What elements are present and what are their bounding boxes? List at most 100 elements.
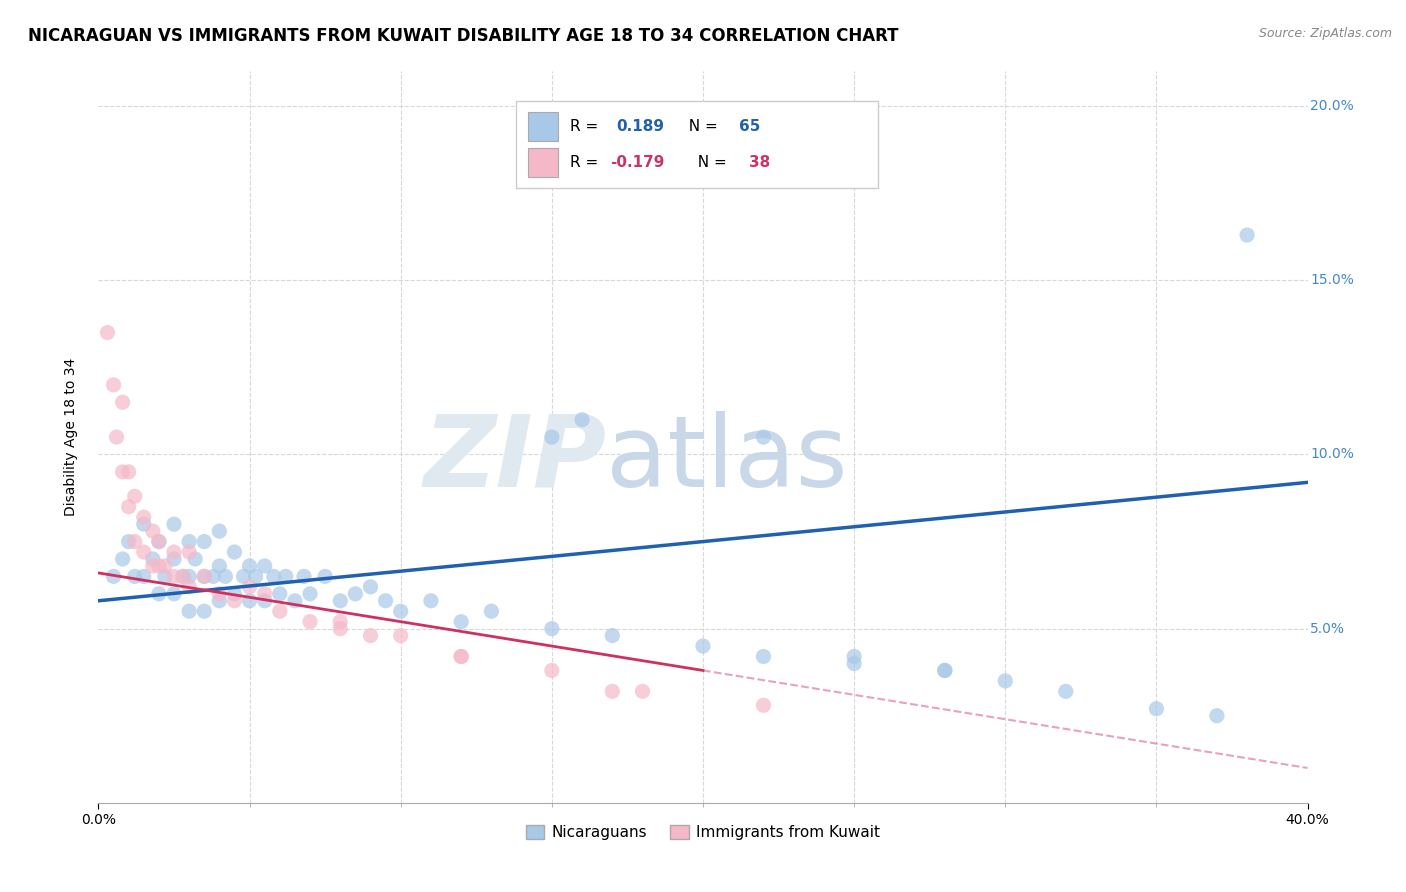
Point	[202, 569, 225, 583]
Point	[299, 615, 322, 629]
FancyBboxPatch shape	[527, 112, 558, 141]
Point	[360, 629, 382, 643]
Point	[274, 569, 297, 583]
Point	[602, 629, 624, 643]
Point	[153, 569, 176, 583]
Point	[253, 594, 276, 608]
Point	[1054, 684, 1077, 698]
Point	[571, 412, 593, 426]
Text: N =: N =	[679, 119, 723, 134]
Point	[314, 569, 336, 583]
Point	[450, 649, 472, 664]
Text: NICARAGUAN VS IMMIGRANTS FROM KUWAIT DISABILITY AGE 18 TO 34 CORRELATION CHART: NICARAGUAN VS IMMIGRANTS FROM KUWAIT DIS…	[28, 27, 898, 45]
Text: 15.0%: 15.0%	[1310, 273, 1354, 287]
Point	[1144, 702, 1167, 716]
Point	[148, 587, 170, 601]
Point	[752, 698, 775, 713]
Point	[172, 569, 194, 583]
Point	[329, 615, 352, 629]
Text: N =: N =	[689, 155, 733, 170]
Point	[752, 649, 775, 664]
Point	[540, 622, 562, 636]
Point	[193, 534, 215, 549]
Point	[389, 629, 412, 643]
Point	[934, 664, 956, 678]
Point	[148, 534, 170, 549]
Text: 65: 65	[740, 119, 761, 134]
Point	[344, 587, 367, 601]
Point	[844, 657, 866, 671]
Point	[118, 500, 141, 514]
Text: ZIP: ZIP	[423, 410, 606, 508]
Point	[132, 510, 155, 524]
Point	[163, 545, 186, 559]
Point	[450, 649, 472, 664]
Point	[193, 569, 215, 583]
Point	[540, 664, 562, 678]
Text: R =: R =	[569, 119, 607, 134]
Point	[132, 569, 155, 583]
Point	[96, 326, 118, 340]
Point	[179, 545, 201, 559]
Point	[329, 622, 352, 636]
Point	[193, 569, 215, 583]
Point	[224, 587, 246, 601]
Point	[105, 430, 128, 444]
Point	[752, 430, 775, 444]
Text: 0.189: 0.189	[616, 119, 664, 134]
Point	[172, 569, 194, 583]
Point	[124, 534, 146, 549]
Point	[193, 604, 215, 618]
Point	[142, 552, 165, 566]
Point	[631, 684, 654, 698]
Text: 5.0%: 5.0%	[1310, 622, 1346, 636]
Point	[360, 580, 382, 594]
Point	[179, 569, 201, 583]
Point	[148, 558, 170, 573]
Point	[994, 673, 1017, 688]
Text: -0.179: -0.179	[610, 155, 664, 170]
Point	[263, 569, 285, 583]
Point	[142, 558, 165, 573]
Point	[103, 569, 125, 583]
Point	[163, 517, 186, 532]
Point	[245, 569, 267, 583]
Point	[540, 430, 562, 444]
Point	[269, 604, 291, 618]
Point	[239, 594, 262, 608]
Point	[374, 594, 396, 608]
Point	[844, 649, 866, 664]
Text: R =: R =	[569, 155, 603, 170]
Point	[118, 465, 141, 479]
Point	[208, 594, 231, 608]
Point	[163, 552, 186, 566]
Point	[224, 545, 246, 559]
Point	[1206, 708, 1229, 723]
Point	[111, 395, 134, 409]
Text: 38: 38	[749, 155, 770, 170]
Y-axis label: Disability Age 18 to 34: Disability Age 18 to 34	[63, 358, 77, 516]
Point	[284, 594, 307, 608]
Point	[208, 587, 231, 601]
Point	[103, 377, 125, 392]
Point	[934, 664, 956, 678]
Point	[232, 569, 254, 583]
Point	[179, 534, 201, 549]
Point	[450, 615, 472, 629]
Point	[239, 580, 262, 594]
Point	[420, 594, 443, 608]
Point	[124, 489, 146, 503]
Point	[163, 569, 186, 583]
Point	[299, 587, 322, 601]
Point	[214, 569, 236, 583]
Point	[269, 587, 291, 601]
Point	[292, 569, 315, 583]
Point	[239, 558, 262, 573]
Point	[179, 604, 201, 618]
Point	[111, 465, 134, 479]
FancyBboxPatch shape	[527, 148, 558, 178]
Point	[118, 534, 141, 549]
Point	[132, 545, 155, 559]
Point	[208, 558, 231, 573]
FancyBboxPatch shape	[516, 101, 879, 188]
